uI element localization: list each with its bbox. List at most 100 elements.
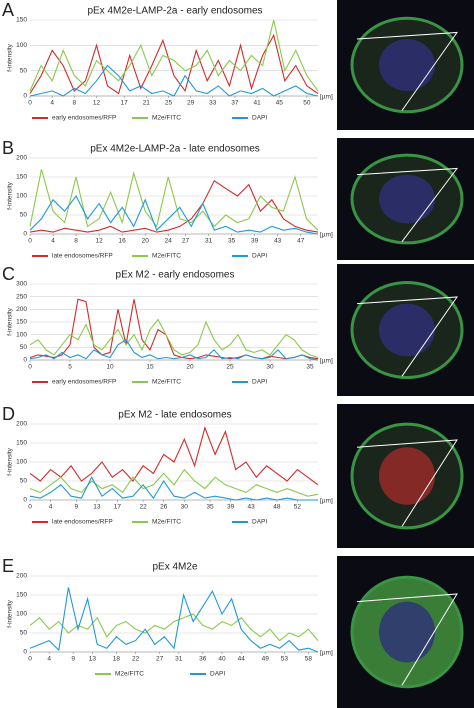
chart-title: pEx 4M2e-LAMP-2a - early endosomes xyxy=(87,6,262,17)
x-tick-label: 5 xyxy=(68,364,72,371)
scan-line xyxy=(356,593,458,686)
x-tick-label: 36 xyxy=(199,656,207,663)
x-axis-label: [µm] xyxy=(320,358,333,365)
chart-title: pEx 4M2e xyxy=(152,562,197,573)
x-tick-label: 9 xyxy=(74,504,78,511)
y-tick-label: 150 xyxy=(16,17,27,24)
x-tick-label: 25 xyxy=(165,100,173,107)
y-tick-label: 100 xyxy=(16,331,27,338)
x-tick-label: 17 xyxy=(114,504,122,511)
data-line xyxy=(29,298,319,360)
panel-letter: E xyxy=(2,556,14,576)
y-tick-label: 50 xyxy=(20,630,28,637)
scan-line xyxy=(356,31,459,111)
x-tick-label: 27 xyxy=(182,238,190,245)
data-line xyxy=(29,194,319,235)
chart-title: pEx M2 - early endosomes xyxy=(116,270,235,281)
scan-line xyxy=(356,167,459,243)
x-tick-label: 35 xyxy=(228,238,236,245)
x-tick-label: 13 xyxy=(89,656,97,663)
x-tick-label: 4 xyxy=(51,238,55,245)
x-tick-label: 16 xyxy=(119,238,127,245)
x-tick-label: 4 xyxy=(50,100,54,107)
chart-title: pEx 4M2e-LAMP-2a - late endosomes xyxy=(90,144,260,155)
x-tick-label: 4 xyxy=(47,656,51,663)
x-tick-label: 48 xyxy=(273,504,281,511)
legend-label: DAPI xyxy=(252,115,267,122)
y-tick-label: 300 xyxy=(16,281,27,288)
data-line xyxy=(29,476,318,501)
legend-label: late endosomes/RFP xyxy=(52,519,113,526)
x-tick-label: 33 xyxy=(209,100,217,107)
x-tick-label: 35 xyxy=(306,364,314,371)
data-line xyxy=(29,426,319,486)
data-line xyxy=(29,587,319,653)
x-tick-label: 43 xyxy=(248,504,256,511)
nucleus xyxy=(379,447,435,505)
y-axis-label: f-intensity xyxy=(7,181,14,210)
y-tick-label: 0 xyxy=(23,357,27,364)
x-tick-label: 4 xyxy=(49,504,53,511)
x-tick-label: 22 xyxy=(140,504,148,511)
x-axis-label: [µm] xyxy=(320,498,333,505)
data-line xyxy=(29,64,319,97)
data-line xyxy=(29,613,319,642)
x-tick-label: 39 xyxy=(227,504,235,511)
y-tick-label: 0 xyxy=(23,93,27,100)
x-tick-label: 21 xyxy=(143,100,151,107)
y-tick-label: 150 xyxy=(16,174,27,181)
panel-letter: B xyxy=(2,138,14,158)
x-tick-label: 37 xyxy=(231,100,239,107)
x-tick-label: 40 xyxy=(218,656,226,663)
y-tick-label: 200 xyxy=(16,573,27,580)
legend-label: M2e/FITC xyxy=(152,253,181,260)
x-tick-label: 15 xyxy=(146,364,154,371)
x-tick-label: 29 xyxy=(187,100,195,107)
y-tick-label: 250 xyxy=(16,293,27,300)
legend-label: early endosomes/RFP xyxy=(52,115,116,122)
y-tick-label: 100 xyxy=(16,459,27,466)
y-tick-label: 200 xyxy=(16,421,27,428)
x-tick-label: 30 xyxy=(266,364,274,371)
nucleus xyxy=(379,174,435,224)
x-tick-label: 8 xyxy=(72,100,76,107)
panel-letter: C xyxy=(2,264,15,284)
y-axis-label: f-intensity xyxy=(7,599,14,628)
data-line xyxy=(29,19,319,92)
x-tick-label: 47 xyxy=(297,238,305,245)
x-tick-label: 0 xyxy=(28,504,32,511)
x-tick-label: 20 xyxy=(186,364,194,371)
x-tick-label: 12 xyxy=(93,100,101,107)
legend-label: DAPI xyxy=(210,671,225,678)
x-tick-label: 44 xyxy=(238,656,246,663)
data-line xyxy=(29,338,319,361)
micrograph xyxy=(337,264,474,396)
legend-label: late endosomes/RFP xyxy=(52,253,113,260)
x-tick-label: 0 xyxy=(28,364,32,371)
data-line xyxy=(29,318,319,359)
data-line xyxy=(29,33,319,95)
micrograph xyxy=(337,0,474,130)
x-tick-label: 10 xyxy=(106,364,114,371)
x-tick-label: 27 xyxy=(156,656,164,663)
y-tick-label: 0 xyxy=(23,231,27,238)
x-tick-label: 49 xyxy=(262,656,270,663)
nucleus xyxy=(379,601,435,663)
x-tick-label: 45 xyxy=(276,100,284,107)
x-tick-label: 22 xyxy=(132,656,140,663)
y-tick-label: 200 xyxy=(16,306,27,313)
y-tick-label: 100 xyxy=(16,42,27,49)
y-tick-label: 50 xyxy=(20,478,28,485)
x-tick-label: 8 xyxy=(74,238,78,245)
x-tick-label: 26 xyxy=(160,504,168,511)
panel-letter: A xyxy=(2,0,14,20)
x-axis-label: [µm] xyxy=(320,94,333,101)
micrograph xyxy=(337,404,474,548)
legend-label: M2e/FITC xyxy=(152,519,181,526)
y-axis-label: f-intensity xyxy=(7,447,14,476)
y-tick-label: 100 xyxy=(16,193,27,200)
y-tick-label: 50 xyxy=(20,344,28,351)
y-tick-label: 100 xyxy=(16,611,27,618)
x-tick-label: 53 xyxy=(281,656,289,663)
